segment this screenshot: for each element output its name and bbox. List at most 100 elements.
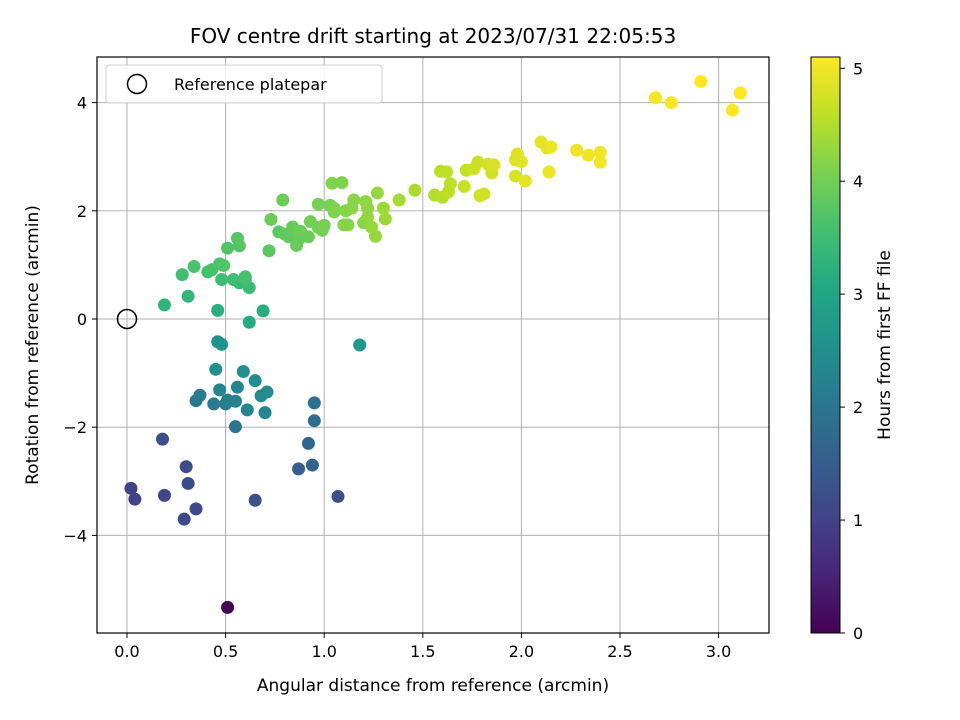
x-tick-label: 2.0 (509, 642, 534, 661)
data-point (240, 403, 254, 417)
data-point (215, 273, 229, 287)
data-point (189, 502, 203, 516)
data-point (124, 481, 138, 495)
data-point (370, 186, 384, 200)
data-point (128, 492, 142, 506)
chart-title: FOV centre drift starting at 2023/07/31 … (190, 24, 676, 48)
plot-frame (96, 56, 770, 634)
data-point (215, 337, 229, 351)
colorbar-tick-label: 0 (853, 624, 863, 643)
data-point (331, 489, 345, 503)
data-point (593, 145, 607, 159)
colorbar-tick-label: 2 (853, 398, 863, 417)
legend: Reference platepar (105, 64, 383, 104)
data-point (157, 298, 171, 312)
data-point (408, 183, 422, 197)
y-tick-label: −2 (63, 418, 87, 437)
data-point (443, 177, 457, 191)
x-tick-label: 1.5 (410, 642, 435, 661)
data-point (242, 315, 256, 329)
data-point (725, 103, 739, 117)
data-point (228, 394, 242, 408)
data-point (317, 218, 331, 232)
data-point (439, 165, 453, 179)
x-tick-label: 2.5 (607, 642, 632, 661)
data-point (514, 155, 528, 169)
data-point (694, 75, 708, 89)
data-point (347, 193, 361, 207)
reference-platepar-marker (116, 308, 138, 330)
data-point (368, 229, 382, 243)
x-tick-label: 0.0 (114, 642, 139, 661)
data-point (471, 155, 485, 169)
legend-marker-icon (126, 73, 148, 95)
data-point (157, 488, 171, 502)
data-point (301, 436, 315, 450)
colorbar-gradient (810, 56, 841, 634)
data-point (581, 148, 595, 162)
data-point (487, 158, 501, 172)
data-point (230, 231, 244, 245)
data-point (282, 230, 296, 244)
data-point (307, 414, 321, 428)
data-point (325, 176, 339, 190)
colorbar-tick-label: 1 (853, 511, 863, 530)
data-point (518, 174, 532, 188)
x-axis-label: Angular distance from reference (arcmin) (257, 676, 609, 696)
data-point (335, 176, 349, 190)
colorbar-label: Hours from first FF file (875, 250, 895, 440)
data-point (353, 338, 367, 352)
data-point (307, 396, 321, 410)
data-point (276, 193, 290, 207)
data-point (193, 388, 207, 402)
data-point (294, 224, 308, 238)
grid-lines (97, 57, 769, 633)
data-point (181, 476, 195, 490)
data-point (248, 493, 262, 507)
data-point (361, 201, 375, 215)
data-point (664, 96, 678, 110)
data-point (264, 212, 278, 226)
data-point (179, 460, 193, 474)
y-axis-label: Rotation from reference (arcmin) (23, 205, 43, 485)
data-point (376, 201, 390, 215)
data-point (177, 512, 191, 526)
legend-label: Reference platepar (174, 75, 327, 94)
data-point (248, 374, 262, 388)
data-point (155, 432, 169, 446)
y-tick-label: 0 (77, 310, 87, 329)
data-point (262, 244, 276, 258)
y-tick-label: 2 (77, 202, 87, 221)
data-point (175, 268, 189, 282)
data-point (392, 193, 406, 207)
data-point (648, 91, 662, 105)
data-point (230, 380, 244, 394)
data-points (124, 75, 747, 614)
data-point (211, 303, 225, 317)
legend-box (105, 64, 383, 104)
data-point (542, 165, 556, 179)
data-point (181, 289, 195, 303)
data-point (292, 462, 306, 476)
data-point (311, 197, 325, 211)
data-point (226, 273, 240, 287)
colorbar-ticks: 0 1 2 3 4 5 (840, 59, 863, 643)
data-point (238, 270, 252, 284)
colorbar-tick-label: 5 (853, 59, 863, 78)
data-point (187, 260, 201, 274)
x-tick-label: 0.5 (213, 642, 238, 661)
data-point (228, 420, 242, 434)
data-point (457, 179, 471, 193)
data-point (733, 86, 747, 100)
data-point (260, 385, 274, 399)
data-point (207, 397, 221, 411)
data-point (217, 258, 231, 272)
data-point (593, 155, 607, 169)
data-point (327, 205, 341, 219)
y-axis-ticks: −4 −2 0 2 4 (63, 94, 97, 545)
data-point (256, 304, 270, 318)
data-point (508, 169, 522, 183)
colorbar-tick-label: 3 (853, 285, 863, 304)
data-point (221, 241, 235, 255)
